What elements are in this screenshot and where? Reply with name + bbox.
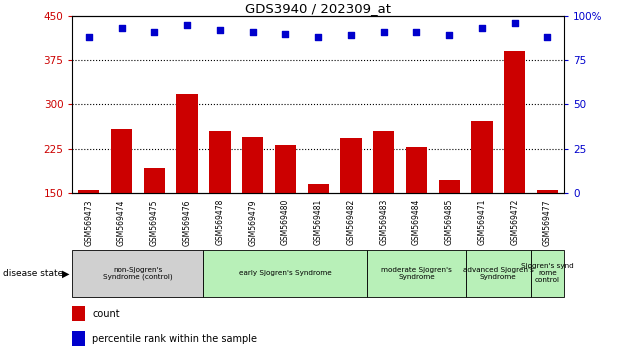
- Text: GSM569484: GSM569484: [412, 199, 421, 245]
- Text: GSM569472: GSM569472: [510, 199, 519, 245]
- Bar: [144, 167, 165, 193]
- Text: moderate Sjogren's
Syndrome: moderate Sjogren's Syndrome: [381, 267, 452, 280]
- Point: [117, 25, 127, 31]
- Bar: [72, 306, 84, 321]
- Text: GSM569471: GSM569471: [478, 199, 486, 245]
- Bar: [471, 121, 493, 193]
- Bar: [78, 190, 100, 193]
- Point: [510, 20, 520, 26]
- Bar: [367, 250, 466, 297]
- Bar: [504, 51, 525, 193]
- Point: [411, 29, 421, 35]
- Bar: [438, 180, 460, 193]
- Text: GSM569481: GSM569481: [314, 199, 323, 245]
- Bar: [203, 250, 367, 297]
- Bar: [307, 184, 329, 193]
- Text: percentile rank within the sample: percentile rank within the sample: [92, 333, 257, 344]
- Bar: [537, 190, 558, 193]
- Point: [84, 34, 94, 40]
- Bar: [340, 138, 362, 193]
- Text: advanced Sjogren's
Syndrome: advanced Sjogren's Syndrome: [463, 267, 534, 280]
- Point: [149, 29, 159, 35]
- Title: GDS3940 / 202309_at: GDS3940 / 202309_at: [245, 2, 391, 15]
- Text: disease state: disease state: [3, 269, 64, 278]
- Text: GSM569477: GSM569477: [543, 199, 552, 246]
- Point: [477, 25, 487, 31]
- Point: [542, 34, 553, 40]
- Text: GSM569478: GSM569478: [215, 199, 224, 245]
- Bar: [373, 131, 394, 193]
- Point: [248, 29, 258, 35]
- Bar: [111, 129, 132, 193]
- Point: [215, 27, 225, 33]
- Bar: [72, 250, 203, 297]
- Point: [313, 34, 323, 40]
- Bar: [466, 250, 531, 297]
- Bar: [72, 331, 84, 346]
- Text: count: count: [92, 309, 120, 319]
- Text: GSM569480: GSM569480: [281, 199, 290, 245]
- Bar: [176, 94, 198, 193]
- Text: GSM569479: GSM569479: [248, 199, 257, 246]
- Bar: [209, 131, 231, 193]
- Text: GSM569473: GSM569473: [84, 199, 93, 246]
- Text: early Sjogren's Syndrome: early Sjogren's Syndrome: [239, 270, 332, 276]
- Bar: [242, 137, 263, 193]
- Text: Sjogren's synd
rome
control: Sjogren's synd rome control: [521, 263, 574, 284]
- Point: [280, 31, 290, 36]
- Bar: [406, 147, 427, 193]
- Bar: [275, 144, 296, 193]
- Text: GSM569482: GSM569482: [346, 199, 355, 245]
- Text: GSM569485: GSM569485: [445, 199, 454, 245]
- Bar: [531, 250, 564, 297]
- Text: GSM569483: GSM569483: [379, 199, 388, 245]
- Point: [346, 33, 356, 38]
- Point: [444, 33, 454, 38]
- Point: [379, 29, 389, 35]
- Text: GSM569475: GSM569475: [150, 199, 159, 246]
- Text: ▶: ▶: [62, 268, 69, 278]
- Text: non-Sjogren's
Syndrome (control): non-Sjogren's Syndrome (control): [103, 267, 173, 280]
- Text: GSM569476: GSM569476: [183, 199, 192, 246]
- Point: [182, 22, 192, 28]
- Text: GSM569474: GSM569474: [117, 199, 126, 246]
